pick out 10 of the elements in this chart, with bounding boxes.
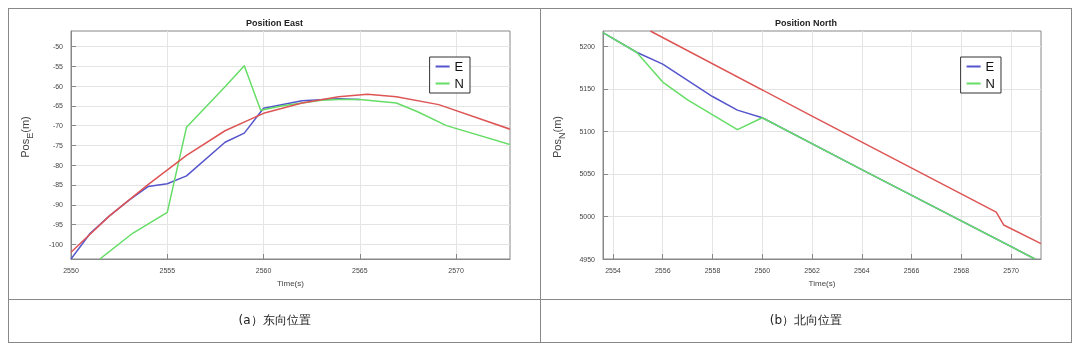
text: (b）北向位置 <box>769 311 843 329</box>
legend-label: N <box>985 76 995 91</box>
legend-label: N <box>454 76 464 91</box>
legend-label: E <box>454 59 464 74</box>
legend-label: E <box>985 59 995 74</box>
chart-title: Position East <box>245 17 304 28</box>
chart-title: Position North <box>775 17 837 28</box>
text: (a）东向位置 <box>238 311 311 329</box>
x-axis-title: Time(s) <box>277 278 305 288</box>
x-axis-title: Time(s) <box>808 278 836 288</box>
